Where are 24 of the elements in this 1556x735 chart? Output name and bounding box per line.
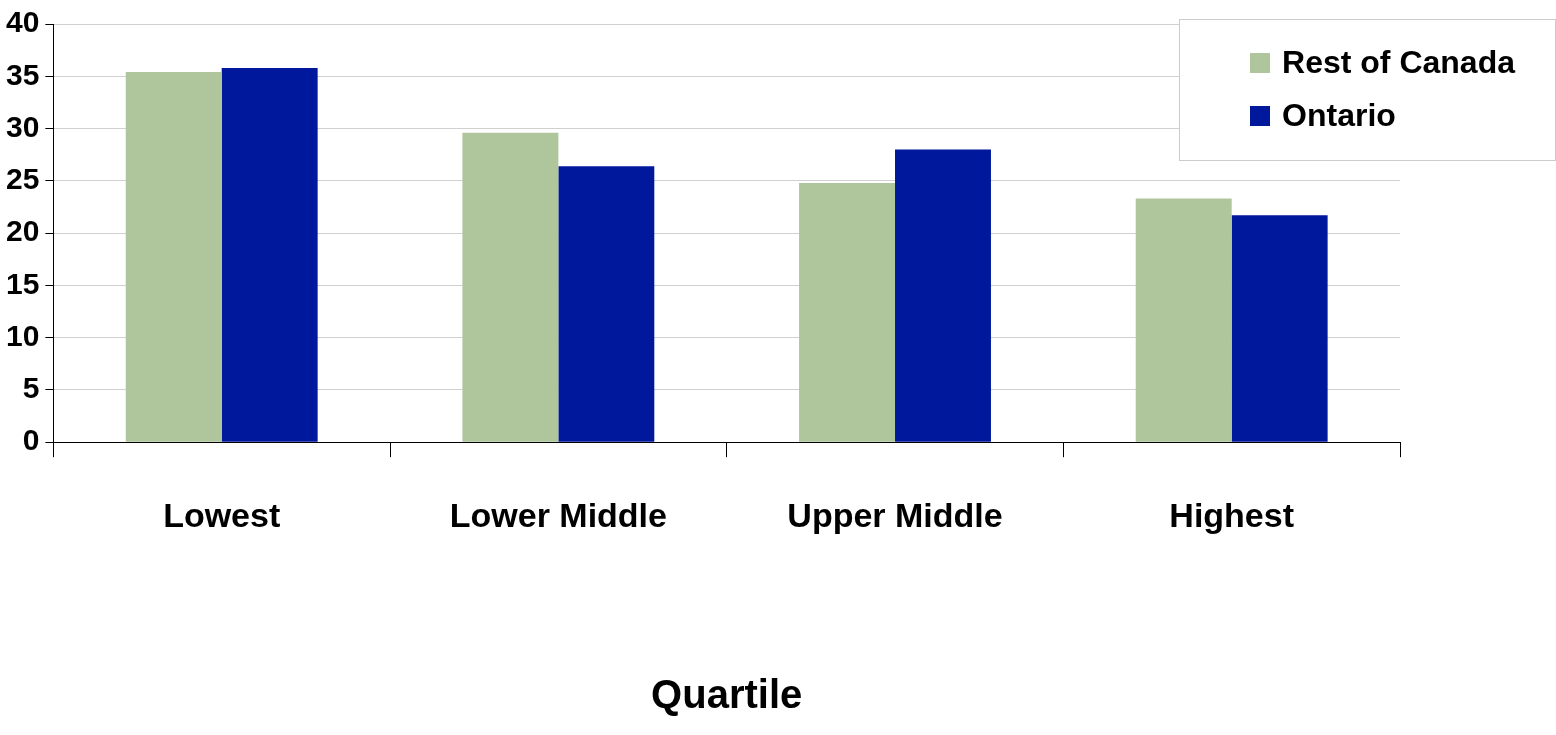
y-tick-label: 15 bbox=[5, 266, 40, 300]
bar bbox=[895, 149, 991, 442]
x-tick-label: Upper Middle bbox=[787, 495, 1003, 534]
legend-label: Rest of Canada bbox=[1282, 44, 1515, 81]
y-tick-label: 10 bbox=[5, 318, 40, 352]
bar bbox=[1231, 215, 1328, 442]
y-tick-label: 25 bbox=[5, 162, 40, 196]
y-tick-label: 40 bbox=[5, 5, 40, 39]
y-tick-label: 0 bbox=[22, 423, 40, 457]
y-tick-label: 35 bbox=[5, 57, 40, 91]
bar bbox=[125, 72, 222, 442]
bar bbox=[799, 182, 896, 442]
x-tick-label: Lowest bbox=[163, 495, 281, 534]
legend-label: Ontario bbox=[1282, 97, 1396, 134]
bar bbox=[1135, 198, 1232, 442]
x-axis-title: Quartile bbox=[651, 672, 803, 717]
bar bbox=[462, 132, 559, 442]
y-tick-label: 5 bbox=[22, 371, 40, 405]
y-tick-label: 30 bbox=[5, 109, 40, 143]
x-tick-label: Lower Middle bbox=[449, 495, 667, 534]
y-tick-label: 20 bbox=[5, 214, 40, 248]
bar bbox=[558, 166, 655, 442]
x-tick-label: Highest bbox=[1169, 495, 1295, 534]
bar bbox=[221, 67, 318, 442]
